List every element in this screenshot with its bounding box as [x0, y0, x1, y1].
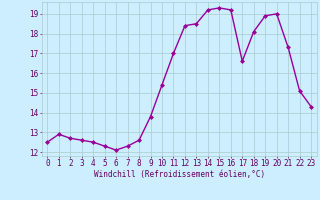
X-axis label: Windchill (Refroidissement éolien,°C): Windchill (Refroidissement éolien,°C): [94, 170, 265, 179]
